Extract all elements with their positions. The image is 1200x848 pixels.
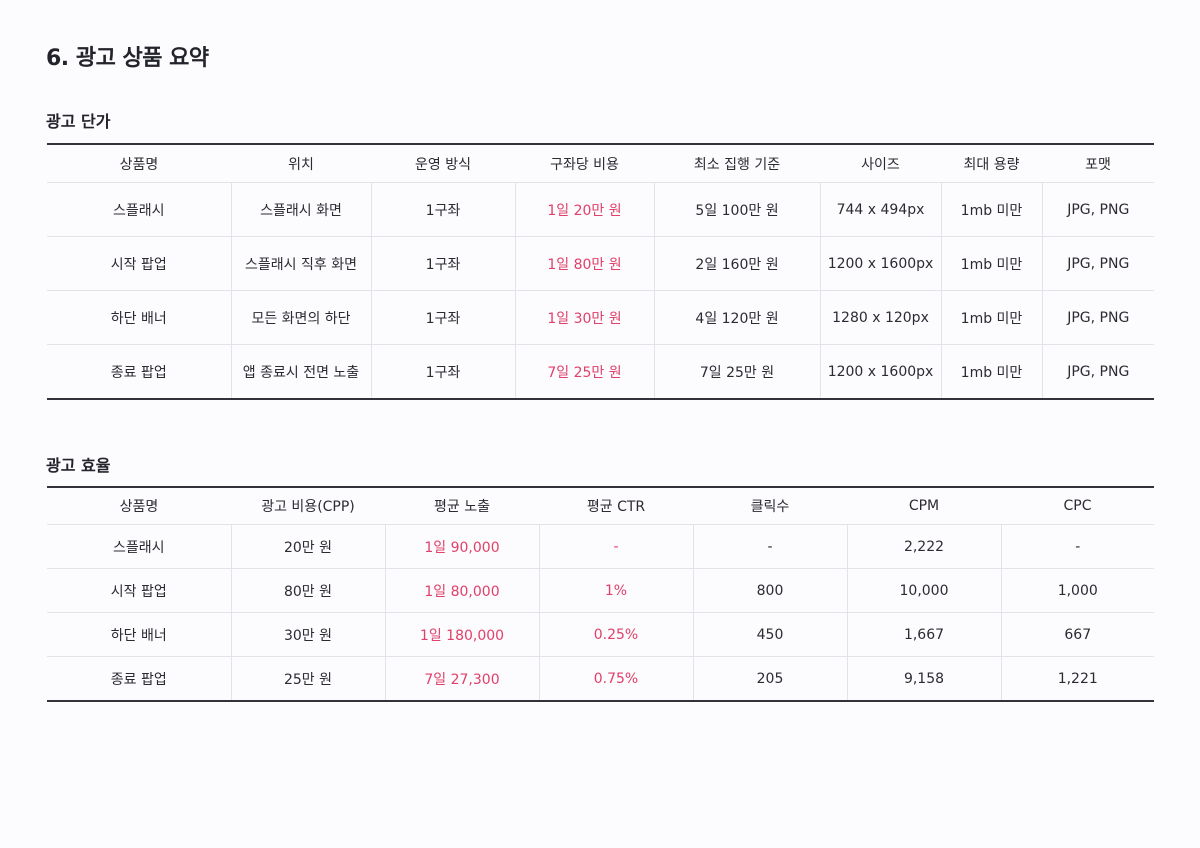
header-cpm: CPM xyxy=(908,498,940,514)
page-title: 6. 광고 상품 요약 xyxy=(46,46,209,71)
cell-format: JPG, PNG xyxy=(1041,344,1154,399)
cell-location: 스플래시 화면 xyxy=(230,182,371,237)
cell-avg-impressions: 1일 180,000 xyxy=(384,612,539,657)
table-header-row: 상품명 위치 운영 방식 구좌당 비용 최소 집행 기준 사이즈 최대 용량 포… xyxy=(47,144,1154,183)
cell-cpc: 1,221 xyxy=(1000,656,1154,701)
table-row: 종료 팝업 25만 원 7일 27,300 0.75% 205 9,158 1,… xyxy=(47,656,1154,701)
cell-avg-impressions: 7일 27,300 xyxy=(384,656,539,701)
cell-cpc: 667 xyxy=(1000,612,1154,657)
cell-operation-type: 1구좌 xyxy=(370,182,515,237)
cell-ad-cost-cpp: 80만 원 xyxy=(230,568,385,613)
header-operation-type: 운영 방식 xyxy=(415,156,471,173)
cell-cost-per-slot: 7일 25만 원 xyxy=(514,344,654,399)
header-cpc: CPC xyxy=(1063,498,1092,514)
price-table: 상품명 위치 운영 방식 구좌당 비용 최소 집행 기준 사이즈 최대 용량 포… xyxy=(47,143,1154,400)
efficiency-section-title: 광고 효율 xyxy=(46,456,111,475)
cell-cpm: 10,000 xyxy=(846,568,1001,613)
cell-clicks: - xyxy=(692,524,847,569)
header-product-name: 상품명 xyxy=(119,499,159,515)
cell-clicks: 205 xyxy=(692,656,847,701)
cell-ad-cost-cpp: 25만 원 xyxy=(230,656,385,701)
cell-product-name: 스플래시 xyxy=(47,182,231,237)
cell-clicks: 800 xyxy=(692,568,847,613)
header-size: 사이즈 xyxy=(861,156,900,173)
cell-ad-cost-cpp: 30만 원 xyxy=(230,612,385,657)
cell-cost-per-slot: 1일 80만 원 xyxy=(514,236,654,291)
cell-avg-ctr: 0.75% xyxy=(538,656,693,701)
efficiency-table: 상품명 광고 비용(CPP) 평균 노출 평균 CTR 클릭수 CPM CPC … xyxy=(47,486,1154,702)
header-minimum-spend: 최소 집행 기준 xyxy=(693,156,781,173)
cell-size: 1200 x 1600px xyxy=(819,344,941,399)
cell-format: JPG, PNG xyxy=(1041,290,1154,345)
cell-product-name: 하단 배너 xyxy=(47,290,231,345)
cell-size: 1200 x 1600px xyxy=(819,236,941,291)
cell-format: JPG, PNG xyxy=(1041,236,1154,291)
cell-location: 스플래시 직후 화면 xyxy=(230,236,371,291)
cell-minimum-spend: 4일 120만 원 xyxy=(653,290,820,345)
cell-product-name: 하단 배너 xyxy=(47,612,231,657)
cell-avg-ctr: - xyxy=(538,524,693,569)
cell-operation-type: 1구좌 xyxy=(370,290,515,345)
header-avg-ctr: 평균 CTR xyxy=(586,499,646,515)
cell-operation-type: 1구좌 xyxy=(370,236,515,291)
header-clicks: 클릭수 xyxy=(750,499,790,515)
cell-product-name: 시작 팝업 xyxy=(47,568,231,613)
cell-cpm: 2,222 xyxy=(846,524,1001,569)
header-format: 포맷 xyxy=(1085,156,1111,173)
table-row: 시작 팝업 스플래시 직후 화면 1구좌 1일 80만 원 2일 160만 원 … xyxy=(47,236,1154,291)
table-row: 종료 팝업 앱 종료시 전면 노출 1구좌 7일 25만 원 7일 25만 원 … xyxy=(47,344,1154,399)
cell-cost-per-slot: 1일 20만 원 xyxy=(514,182,654,237)
cell-avg-impressions: 1일 90,000 xyxy=(384,524,539,569)
cell-max-file-size: 1mb 미만 xyxy=(940,290,1042,345)
table-row: 하단 배너 모든 화면의 하단 1구좌 1일 30만 원 4일 120만 원 1… xyxy=(47,290,1154,345)
table-row: 하단 배너 30만 원 1일 180,000 0.25% 450 1,667 6… xyxy=(47,612,1154,657)
header-cost-per-slot: 구좌당 비용 xyxy=(550,156,619,173)
table-header-row: 상품명 광고 비용(CPP) 평균 노출 평균 CTR 클릭수 CPM CPC xyxy=(47,487,1154,525)
header-ad-cost-cpp: 광고 비용(CPP) xyxy=(261,499,355,515)
cell-cpm: 1,667 xyxy=(846,612,1001,657)
cell-location: 모든 화면의 하단 xyxy=(230,290,371,345)
cell-size: 744 x 494px xyxy=(819,182,941,237)
cell-minimum-spend: 7일 25만 원 xyxy=(653,344,820,399)
table-row: 스플래시 스플래시 화면 1구좌 1일 20만 원 5일 100만 원 744 … xyxy=(47,182,1154,237)
cell-max-file-size: 1mb 미만 xyxy=(940,236,1042,291)
cell-cpc: - xyxy=(1000,524,1154,569)
cell-minimum-spend: 5일 100만 원 xyxy=(653,182,820,237)
cell-minimum-spend: 2일 160만 원 xyxy=(653,236,820,291)
cell-max-file-size: 1mb 미만 xyxy=(940,182,1042,237)
cell-cpm: 9,158 xyxy=(846,656,1001,701)
cell-avg-impressions: 1일 80,000 xyxy=(384,568,539,613)
cell-cpc: 1,000 xyxy=(1000,568,1154,613)
cell-product-name: 종료 팝업 xyxy=(47,344,231,399)
table-row: 스플래시 20만 원 1일 90,000 - - 2,222 - xyxy=(47,524,1154,569)
header-location: 위치 xyxy=(288,156,314,173)
cell-operation-type: 1구좌 xyxy=(370,344,515,399)
cell-avg-ctr: 1% xyxy=(538,568,693,613)
price-section-title: 광고 단가 xyxy=(46,112,111,131)
cell-clicks: 450 xyxy=(692,612,847,657)
cell-max-file-size: 1mb 미만 xyxy=(940,344,1042,399)
header-product-name: 상품명 xyxy=(119,156,159,173)
table-row: 시작 팝업 80만 원 1일 80,000 1% 800 10,000 1,00… xyxy=(47,568,1154,613)
cell-cost-per-slot: 1일 30만 원 xyxy=(514,290,654,345)
header-avg-impressions: 평균 노출 xyxy=(434,499,490,515)
cell-product-name: 시작 팝업 xyxy=(47,236,231,291)
cell-location: 앱 종료시 전면 노출 xyxy=(230,344,371,399)
header-max-file-size: 최대 용량 xyxy=(963,156,1020,173)
cell-avg-ctr: 0.25% xyxy=(538,612,693,657)
cell-size: 1280 x 120px xyxy=(819,290,941,345)
cell-ad-cost-cpp: 20만 원 xyxy=(230,524,385,569)
cell-product-name: 종료 팝업 xyxy=(47,656,231,701)
cell-format: JPG, PNG xyxy=(1041,182,1154,237)
cell-product-name: 스플래시 xyxy=(47,524,231,569)
